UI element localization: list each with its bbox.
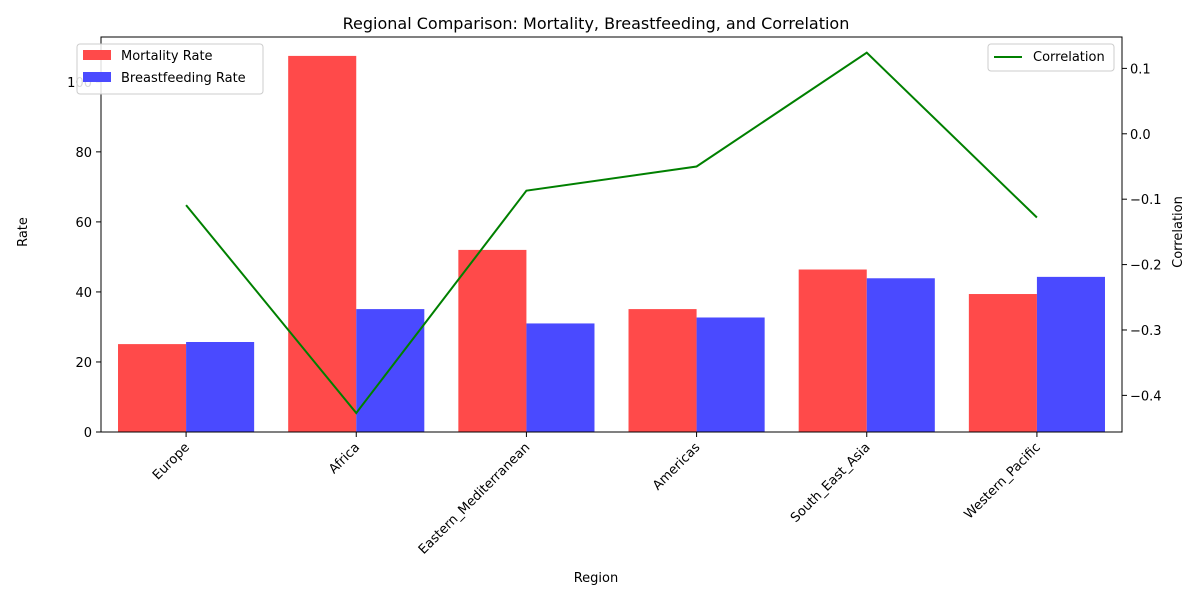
y2-tick-label: −0.1 [1130, 193, 1162, 208]
legend-swatch [83, 72, 111, 82]
legend-box [76, 43, 264, 95]
bar-breastfeeding-rate-americas [696, 317, 765, 432]
legend-swatch [83, 50, 111, 60]
x-tick-label: Western_Pacific [962, 440, 1044, 522]
legend-label: Correlation [1033, 50, 1105, 65]
bar-mortality-rate-africa [288, 55, 357, 432]
x-tick-label: Europe [150, 440, 193, 483]
x-axis-title: Region [574, 571, 619, 586]
bar-mortality-rate-europe [118, 344, 187, 432]
bar-mortality-rate-americas [628, 309, 697, 432]
y2-tick-label: 0.1 [1130, 62, 1151, 77]
bars-layer [118, 55, 1105, 432]
y2-tick-label: −0.3 [1130, 324, 1162, 339]
legend-right: Correlation [987, 43, 1115, 72]
plot-frame [100, 36, 1123, 433]
legend-label: Mortality Rate [121, 49, 213, 64]
y2-tick-label: −0.2 [1130, 259, 1162, 274]
bar-mortality-rate-western_pacific [968, 294, 1037, 432]
x-tick-label: South_East_Asia [788, 440, 874, 526]
legend-left: Mortality Rate Breastfeeding Rate [76, 43, 264, 95]
y2-axis-title: Correlation [1171, 196, 1186, 268]
y2-tick-label: 0.0 [1130, 128, 1151, 143]
y-axis-title: Rate [16, 217, 31, 247]
y-tick-label: 80 [75, 146, 92, 161]
bar-breastfeeding-rate-europe [186, 342, 255, 432]
bar-breastfeeding-rate-western_pacific [1036, 276, 1105, 432]
bar-breastfeeding-rate-south_east_asia [866, 278, 935, 432]
bar-breastfeeding-rate-africa [356, 309, 425, 432]
legend-box [987, 43, 1115, 72]
y-tick-label: 0 [84, 426, 92, 441]
chart-title: Regional Comparison: Mortality, Breastfe… [343, 14, 850, 33]
y-tick-label: 40 [75, 286, 92, 301]
bar-mortality-rate-south_east_asia [798, 269, 867, 432]
line-correlation [185, 51, 1038, 415]
y-tick-label: 60 [75, 216, 92, 231]
y-tick-label: 20 [75, 356, 92, 371]
x-tick-label: Eastern_Mediterranean [416, 440, 533, 557]
bar-mortality-rate-eastern_mediterranean [458, 249, 527, 432]
line-layer [185, 51, 1038, 415]
legend-label: Breastfeeding Rate [121, 71, 246, 86]
y2-tick-label: −0.4 [1130, 389, 1162, 404]
bar-breastfeeding-rate-eastern_mediterranean [526, 323, 595, 432]
x-tick-label: Africa [326, 440, 363, 477]
x-tick-label: Americas [650, 440, 703, 493]
